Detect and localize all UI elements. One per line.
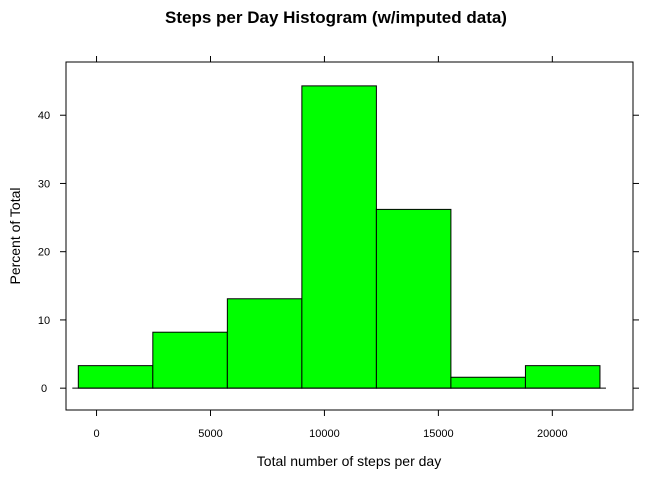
histogram-bar-1: [77, 365, 154, 389]
y-tick-label: 10: [38, 315, 50, 327]
histogram-bar-4: [301, 85, 377, 389]
x-tick-label: 5000: [198, 428, 222, 440]
x-axis-ticks: 0 5000 10000 15000 20000: [93, 56, 568, 440]
chart-title: Steps per Day Histogram (w/imputed data): [165, 8, 507, 27]
x-tick-label: 0: [93, 428, 99, 440]
x-axis-label: Total number of steps per day: [257, 453, 441, 469]
y-tick-label: 0: [41, 383, 47, 395]
histogram-bar-3: [226, 298, 303, 389]
y-axis-ticks: 0 10 20 30 40: [38, 110, 639, 395]
y-tick-label: 30: [38, 178, 50, 190]
bars-group: [77, 85, 601, 389]
x-tick-label: 10000: [309, 428, 340, 440]
histogram-bar-5: [375, 208, 452, 389]
histogram-bar-7: [524, 365, 601, 389]
histogram-bar-6: [450, 376, 526, 389]
y-tick-label: 40: [38, 110, 50, 122]
y-axis-label: Percent of Total: [7, 187, 23, 284]
plot-frame: [65, 61, 634, 411]
x-tick-label: 15000: [423, 428, 454, 440]
y-tick-label: 20: [38, 247, 50, 259]
x-tick-label: 20000: [537, 428, 568, 440]
histogram-bar-2: [152, 331, 228, 389]
